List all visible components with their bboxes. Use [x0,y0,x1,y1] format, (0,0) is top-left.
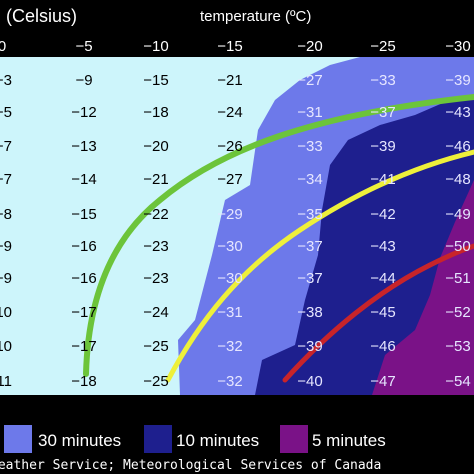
curve-5-minutes [282,243,474,383]
grid-cell: −31 [297,104,322,121]
grid-cell: −40 [297,373,322,390]
grid-cell: −39 [370,138,395,155]
legend-label-10: 10 minutes [176,431,259,450]
row-label: −9 [0,270,12,287]
grid-cell: −27 [297,72,322,89]
grid-cell: −32 [217,373,242,390]
curve-30-minutes [83,94,474,377]
grid-cell: −37 [297,270,322,287]
row-label: −7 [0,171,12,188]
grid-cell: −25 [143,338,168,355]
grid-cell: −38 [297,304,322,321]
grid-cell: −26 [217,138,242,155]
legend-label-30: 30 minutes [38,431,121,450]
column-header: −10 [143,38,168,55]
grid-cell: −46 [370,338,395,355]
grid-cell: −33 [370,72,395,89]
grid-cell: −16 [71,270,96,287]
grid-cell: −32 [217,338,242,355]
grid-cell: −42 [370,206,395,223]
grid-cell: −52 [445,304,470,321]
grid-cell: −21 [217,72,242,89]
grid-cell: −48 [445,171,470,188]
curve-10-minutes [165,149,474,383]
grid-cell: −15 [71,206,96,223]
column-header: −20 [297,38,322,55]
column-header: −15 [217,38,242,55]
grid-cell: −37 [370,104,395,121]
grid-cell: −46 [445,138,470,155]
grid-cell: −18 [143,104,168,121]
grid-cell: −30 [217,270,242,287]
legend-swatch-5 [280,425,308,453]
grid-cell: −12 [71,104,96,121]
grid-cell: −16 [71,238,96,255]
row-label: 10 [0,338,12,355]
legend-label-5: 5 minutes [312,431,386,450]
grid-cell: −39 [445,72,470,89]
grid-cells: −9 −15 −21 −27 −33 −39 −12 −18 −24 −31 −37 −43 −13 −2… [71,72,470,390]
band-5-minutes [372,180,474,395]
grid-cell: −18 [71,373,96,390]
grid-cell: −13 [71,138,96,155]
header-center: temperature (ºC) [200,8,311,25]
grid-cell: −50 [445,238,470,255]
row-label: −9 [0,238,12,255]
grid-cell: −20 [143,138,168,155]
grid-cell: −25 [143,373,168,390]
grid-cell: −23 [143,270,168,287]
column-header: −5 [75,38,92,55]
row-label: −8 [0,206,12,223]
grid-cell: −24 [217,104,242,121]
row-labels: −3 −5 −7 −7 −8 −9 −9 10 10 11 [0,72,12,390]
legend-swatch-30 [4,425,32,453]
column-header: 0 [0,38,6,55]
row-label: −3 [0,72,12,89]
grid-cell: −47 [370,373,395,390]
header-left: (Celsius) [6,6,77,26]
grid-cell: −53 [445,338,470,355]
grid-cell: −43 [445,104,470,121]
column-header: −25 [370,38,395,55]
grid-cell: −30 [217,238,242,255]
grid-cell: −35 [297,206,322,223]
grid-cell: −14 [71,171,96,188]
grid-cell: −37 [297,238,322,255]
grid-cell: −34 [297,171,322,188]
grid-cell: −51 [445,270,470,287]
row-label: 10 [0,304,12,321]
legend-swatch-10 [144,425,172,453]
column-headers: 0 −5 −10 −15 −20 −25 −30 [0,38,471,55]
grid-cell: −24 [143,304,168,321]
grid-cell: −15 [143,72,168,89]
grid-cell: −17 [71,304,96,321]
grid-cell: −27 [217,171,242,188]
column-header: −30 [445,38,470,55]
grid-cell: −49 [445,206,470,223]
grid-cell: −23 [143,238,168,255]
row-label: −5 [0,104,12,121]
row-label: 11 [0,373,12,390]
grid-cell: −39 [297,338,322,355]
grid-cell: −33 [297,138,322,155]
grid-cell: −9 [75,72,92,89]
grid-cell: −54 [445,373,470,390]
grid-cell: −41 [370,171,395,188]
grid-cell: −45 [370,304,395,321]
grid-cell: −17 [71,338,96,355]
grid-cell: −21 [143,171,168,188]
legend: 30 minutes 10 minutes 5 minutes [4,425,386,453]
grid-cell: −44 [370,270,395,287]
grid-cell: −31 [217,304,242,321]
row-label: −7 [0,138,12,155]
grid-cell: −29 [217,206,242,223]
grid-cell: −22 [143,206,168,223]
footer-credit: Weather Service; Meteorological Services… [0,458,381,473]
grid-cell: −43 [370,238,395,255]
